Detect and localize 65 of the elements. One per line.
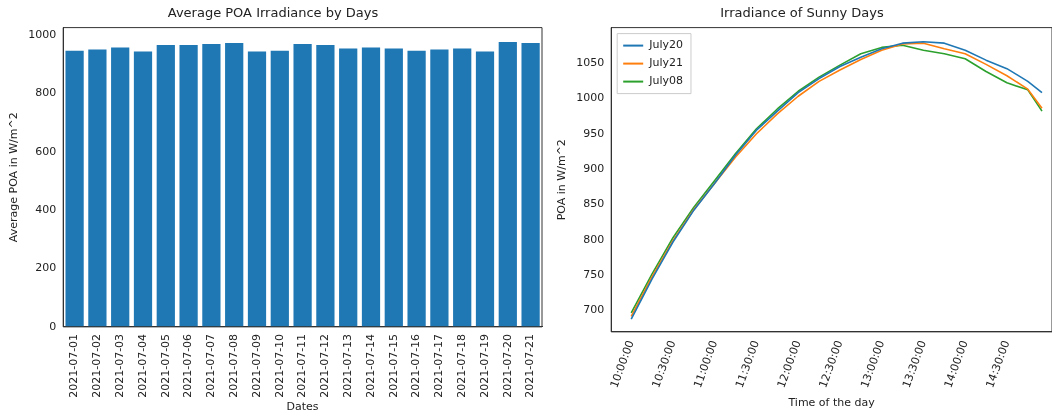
x-axis-title: Dates (286, 400, 319, 414)
x-tick-label: 2021-07-17 (432, 333, 446, 398)
y-tick-label: 200 (35, 261, 57, 275)
y-tick-label: 0 (49, 319, 57, 333)
x-tick-label: 2021-07-14 (363, 333, 377, 398)
y-tick-label: 1000 (28, 27, 57, 41)
legend-label: July08 (648, 74, 683, 88)
x-tick-label: 2021-07-01 (67, 333, 81, 398)
bar (156, 45, 175, 327)
x-tick-label: 2021-07-21 (523, 333, 537, 398)
x-tick-label: 2021-07-05 (158, 333, 172, 398)
chart-title: Average POA Irradiance by Days (167, 5, 379, 21)
y-tick-label: 900 (583, 161, 605, 175)
bar (225, 43, 244, 327)
y-tick-label: 1050 (576, 55, 605, 69)
bar (361, 47, 381, 327)
bar (384, 48, 403, 327)
bar (202, 43, 221, 327)
bar (179, 45, 198, 327)
bar (65, 50, 84, 327)
y-axis-title: Average POA in W/m^2 (7, 112, 21, 243)
bar (407, 50, 426, 327)
y-tick-label: 1000 (576, 91, 605, 105)
bar (270, 50, 289, 327)
x-tick-label: 2021-07-08 (227, 333, 241, 398)
bar (111, 47, 130, 327)
y-tick-label: 400 (35, 202, 57, 216)
bar (498, 41, 517, 327)
x-tick-label: 2021-07-20 (500, 333, 514, 398)
y-tick-label: 700 (583, 303, 605, 317)
y-tick-label: 950 (583, 126, 605, 140)
y-axis-title: POA in W/m^2 (555, 139, 569, 221)
x-tick-label: 2021-07-13 (341, 333, 355, 398)
x-tick-label: 2021-07-12 (318, 333, 332, 398)
x-tick-label: 2021-07-04 (135, 333, 149, 398)
bar (133, 51, 153, 327)
y-tick-label: 800 (35, 86, 57, 100)
x-axis-title: Time of the day (787, 396, 876, 410)
x-tick-label: 2021-07-16 (409, 333, 423, 398)
bar (339, 48, 358, 327)
x-tick-label: 2021-07-03 (113, 333, 127, 398)
legend-label: July20 (648, 38, 683, 52)
bar (453, 48, 472, 327)
x-tick-label: 2021-07-06 (181, 333, 195, 398)
y-tick-label: 750 (583, 268, 605, 282)
bar (475, 51, 495, 327)
y-tick-label: 850 (583, 197, 605, 211)
x-tick-label: 2021-07-10 (272, 333, 286, 398)
chart-title: Irradiance of Sunny Days (720, 5, 884, 21)
x-tick-label: 2021-07-19 (477, 333, 491, 398)
x-tick-label: 2021-07-18 (455, 333, 469, 398)
bar (521, 43, 540, 327)
bar (88, 49, 107, 327)
legend-label: July21 (648, 56, 683, 70)
x-tick-label: 2021-07-11 (295, 333, 309, 398)
bar (293, 43, 312, 327)
x-tick-label: 2021-07-09 (249, 333, 263, 398)
bar (247, 51, 267, 327)
x-tick-label: 2021-07-15 (386, 333, 400, 398)
y-tick-label: 600 (35, 144, 57, 158)
bar (316, 45, 335, 327)
x-tick-label: 2021-07-02 (90, 333, 104, 398)
x-tick-label: 2021-07-07 (204, 333, 218, 398)
y-tick-label: 800 (583, 232, 605, 246)
bar (430, 49, 449, 327)
